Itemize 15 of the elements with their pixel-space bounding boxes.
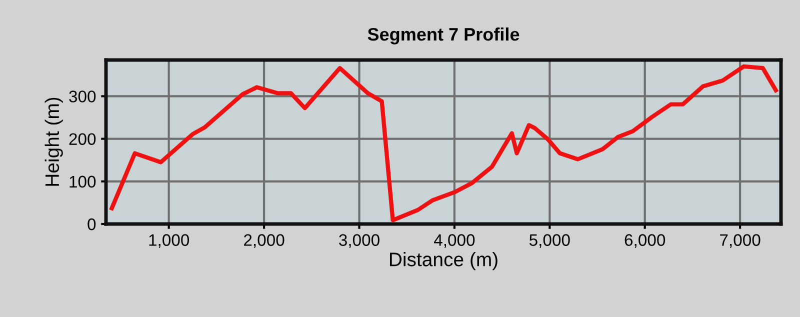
x-axis-title: Distance (m) xyxy=(390,252,498,270)
x-tick-label: 1,000 xyxy=(149,234,190,248)
chart-title: Segment 7 Profile xyxy=(368,27,520,44)
x-tick-label: 6,000 xyxy=(624,234,666,248)
y-tick-label: 100 xyxy=(70,176,96,188)
y-tick-label: 300 xyxy=(69,90,96,102)
x-tick-label: 4,000 xyxy=(434,234,475,248)
y-tick-label: 0 xyxy=(88,218,96,230)
x-tick-label: 2,000 xyxy=(244,234,284,248)
y-axis-title: Height (m) xyxy=(44,98,63,186)
x-tick-label: 7,000 xyxy=(720,234,760,248)
y-tick-label: 200 xyxy=(69,133,96,146)
x-tick-label: 5,000 xyxy=(529,234,570,248)
line-series xyxy=(110,64,778,222)
x-tick-label: 3,000 xyxy=(339,234,380,248)
